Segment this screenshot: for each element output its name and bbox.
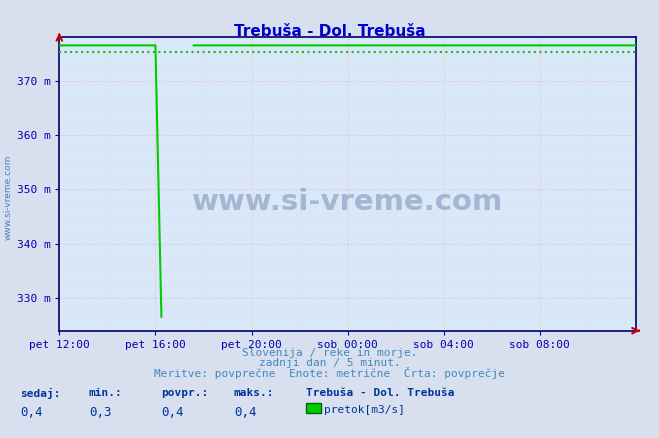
Text: min.:: min.: — [89, 388, 123, 398]
Text: Trebuša - Dol. Trebuša: Trebuša - Dol. Trebuša — [234, 24, 425, 39]
Text: povpr.:: povpr.: — [161, 388, 209, 398]
Text: zadnji dan / 5 minut.: zadnji dan / 5 minut. — [258, 358, 401, 368]
Text: maks.:: maks.: — [234, 388, 274, 398]
Text: sedaj:: sedaj: — [20, 388, 60, 399]
Text: Meritve: povprečne  Enote: metrične  Črta: povprečje: Meritve: povprečne Enote: metrične Črta:… — [154, 367, 505, 379]
Text: www.si-vreme.com: www.si-vreme.com — [3, 155, 13, 240]
Text: pretok[m3/s]: pretok[m3/s] — [324, 405, 405, 415]
Text: Slovenija / reke in morje.: Slovenija / reke in morje. — [242, 348, 417, 358]
Text: 0,3: 0,3 — [89, 406, 111, 420]
Text: Trebuša - Dol. Trebuša: Trebuša - Dol. Trebuša — [306, 388, 455, 398]
Text: 0,4: 0,4 — [20, 406, 42, 420]
Text: www.si-vreme.com: www.si-vreme.com — [192, 187, 503, 215]
Text: 0,4: 0,4 — [234, 406, 256, 420]
Text: 0,4: 0,4 — [161, 406, 184, 420]
